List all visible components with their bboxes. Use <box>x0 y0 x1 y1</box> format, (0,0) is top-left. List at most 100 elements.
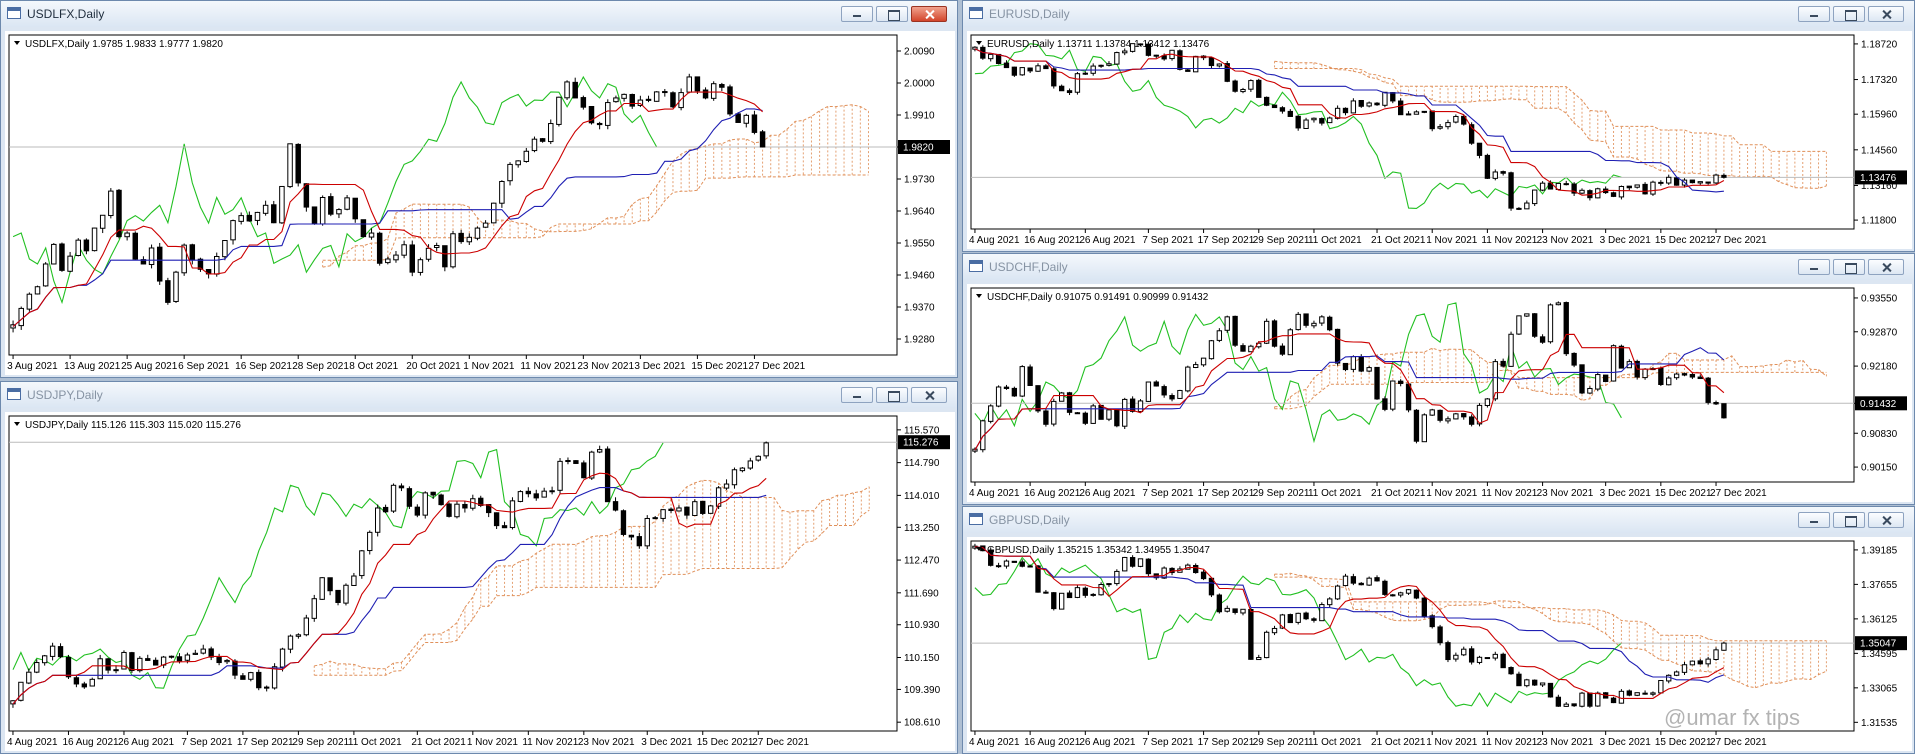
date-tick-label: 16 Aug 2021 <box>1024 235 1081 246</box>
candle <box>1350 573 1357 586</box>
date-tick-label: 1 Nov 2021 <box>1426 737 1478 748</box>
date-tick-label: 28 Sep 2021 <box>292 361 349 372</box>
date-axis[interactable]: 4 Aug 2021 16 Aug 2021 26 Aug 2021 7 Sep 20… <box>969 731 1767 748</box>
chart-window-usdjpy[interactable]: USDJPY,Daily USDJPY,Daily 115.126 115.303… <box>0 381 958 754</box>
price-tick-label: 110.930 <box>904 620 940 631</box>
candle <box>1240 343 1246 352</box>
chart-header: USDCHF,Daily 0.91075 0.91491 0.90999 0.9… <box>987 292 1209 303</box>
close-icon <box>1869 513 1903 527</box>
maximize-button[interactable] <box>1833 6 1865 22</box>
candle <box>995 562 1002 568</box>
candle <box>327 577 333 596</box>
candle <box>1555 694 1562 707</box>
candle <box>1468 646 1475 665</box>
minimize-icon <box>1799 513 1829 527</box>
minimize-button[interactable] <box>841 387 873 403</box>
candle <box>707 504 714 514</box>
price-chart-usdlfx[interactable]: USDLFX,Daily 1.9785 1.9833 1.9777 1.9820… <box>5 31 955 375</box>
candle <box>668 507 674 513</box>
date-tick-label: 17 Sep 2021 <box>1198 737 1255 748</box>
maximize-button[interactable] <box>1833 512 1865 528</box>
candle <box>702 87 709 100</box>
close-button[interactable] <box>1868 259 1904 275</box>
price-axis[interactable]: 1.39185 1.37655 1.36125 1.34595 1.33065 1.315… <box>1854 545 1898 729</box>
candle <box>1705 656 1711 667</box>
candle <box>311 206 318 225</box>
minimize-icon <box>1799 260 1829 274</box>
minimize-button[interactable] <box>1798 6 1830 22</box>
chart-window-gbpusd[interactable]: GBPUSD,Daily GBPUSD,Daily 1.35215 1.35342… <box>962 506 1915 754</box>
candle <box>1429 408 1435 416</box>
date-axis[interactable]: 4 Aug 2021 16 Aug 2021 26 Aug 2021 7 Sep 20… <box>969 482 1767 499</box>
candle <box>1295 612 1301 625</box>
candle <box>34 659 40 674</box>
candle <box>1256 78 1262 98</box>
candle <box>1027 67 1033 74</box>
price-chart-usdchf[interactable]: USDCHF,Daily 0.91075 0.91491 0.90999 0.9… <box>967 284 1912 502</box>
date-axis[interactable]: 4 Aug 2021 16 Aug 2021 26 Aug 2021 7 Sep 20… <box>969 229 1767 246</box>
candle <box>1413 409 1420 444</box>
chart-window-usdlfx[interactable]: USDLFX,Daily USDLFX,Daily 1.9785 1.9833 1… <box>0 0 958 378</box>
candle <box>1492 359 1498 402</box>
collapse-triangle-icon[interactable] <box>976 41 982 45</box>
collapse-triangle-icon[interactable] <box>976 547 982 551</box>
price-chart-eurusd[interactable]: EURUSD,Daily 1.13711 1.13784 1.13412 1.1… <box>967 31 1912 249</box>
price-axis[interactable]: 0.93550 0.92870 0.92180 0.91432 0.90830 0.901… <box>1854 293 1898 474</box>
candle <box>988 547 994 567</box>
collapse-triangle-icon[interactable] <box>14 422 20 426</box>
candle <box>1579 188 1585 195</box>
candle <box>1287 328 1293 356</box>
candle <box>1532 189 1538 207</box>
candle <box>1492 169 1498 181</box>
close-button[interactable] <box>1868 512 1904 528</box>
maximize-icon <box>877 7 907 21</box>
close-button[interactable] <box>911 387 947 403</box>
candle <box>73 674 80 688</box>
window-titlebar[interactable]: GBPUSD,Daily <box>963 507 1914 533</box>
close-button[interactable] <box>911 6 947 22</box>
date-axis[interactable]: 3 Aug 2021 13 Aug 2021 25 Aug 2021 6 Sep 20… <box>7 355 806 372</box>
window-titlebar[interactable]: USDJPY,Daily <box>1 382 957 408</box>
price-axis[interactable]: 115.570 114.790 114.010 113.250 112.470 111.6… <box>897 425 941 729</box>
minimize-button[interactable] <box>1798 259 1830 275</box>
candle <box>1216 593 1223 614</box>
close-button[interactable] <box>1868 6 1904 22</box>
minimize-button[interactable] <box>841 6 873 22</box>
date-tick-label: 3 Dec 2021 <box>1600 737 1652 748</box>
date-tick-label: 11 Oct 2021 <box>1308 737 1362 748</box>
candle <box>482 220 489 228</box>
price-axis[interactable]: 1.18720 1.17320 1.15960 1.14560 1.13160 1.118… <box>1854 39 1898 227</box>
window-titlebar[interactable]: USDCHF,Daily <box>963 254 1914 280</box>
price-tick-label: 1.9280 <box>904 335 935 346</box>
collapse-triangle-icon[interactable] <box>14 41 20 45</box>
chart-window-usdchf[interactable]: USDCHF,Daily USDCHF,Daily 0.91075 0.91491… <box>962 253 1915 505</box>
maximize-button[interactable] <box>1833 259 1865 275</box>
price-axis[interactable]: 2.0090 2.0000 1.9910 1.9820 1.9730 1.9640 1.95… <box>897 47 935 346</box>
date-axis[interactable]: 4 Aug 2021 16 Aug 2021 26 Aug 2021 7 Sep 20… <box>7 731 809 748</box>
chart-window-eurusd[interactable]: EURUSD,Daily EURUSD,Daily 1.13711 1.13784… <box>962 0 1915 252</box>
date-tick-label: 11 Oct 2021 <box>1308 235 1362 246</box>
window-titlebar[interactable]: EURUSD,Daily <box>963 1 1914 27</box>
window-title: USDJPY,Daily <box>27 388 103 402</box>
maximize-button[interactable] <box>876 6 908 22</box>
candle <box>1027 364 1033 386</box>
candle <box>1658 180 1664 186</box>
maximize-button[interactable] <box>876 387 908 403</box>
date-tick-label: 7 Sep 2021 <box>1142 488 1194 499</box>
price-chart-gbpusd[interactable]: GBPUSD,Daily 1.35215 1.35342 1.34955 1.3… <box>967 537 1912 751</box>
candle <box>533 489 539 501</box>
candle <box>1602 374 1609 383</box>
window-titlebar[interactable]: USDLFX,Daily <box>1 1 957 27</box>
candle <box>1003 559 1010 569</box>
maximize-icon <box>1834 260 1864 274</box>
candle <box>1334 328 1341 366</box>
price-tick-label: 1.34595 <box>1861 649 1898 660</box>
candle <box>1011 66 1018 77</box>
price-chart-usdjpy[interactable]: USDJPY,Daily 115.126 115.303 115.020 115… <box>5 412 955 751</box>
tenkan-sen <box>974 48 1725 196</box>
candles <box>972 41 1727 211</box>
collapse-triangle-icon[interactable] <box>976 294 982 298</box>
candle <box>1248 344 1254 353</box>
candles <box>972 301 1727 454</box>
minimize-button[interactable] <box>1798 512 1830 528</box>
